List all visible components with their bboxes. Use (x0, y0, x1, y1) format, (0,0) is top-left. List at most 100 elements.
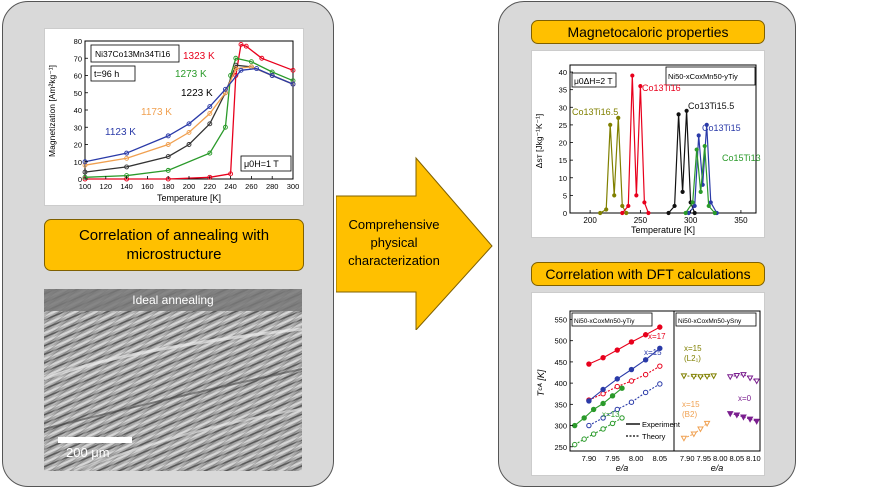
e-point (612, 193, 617, 198)
e-point (608, 122, 613, 128)
d-right-point (726, 374, 734, 381)
d-ylabel: Tᶜᴬ [K] (536, 369, 546, 396)
e-ytick-label: 40 (559, 68, 567, 77)
d-ytick-label: 350 (554, 400, 567, 409)
d-left-point (581, 415, 587, 421)
d-left-point (600, 426, 606, 432)
d-xlabel-left: e/a (616, 463, 629, 473)
m-ytick-label: 0 (78, 175, 82, 184)
d-right-line-1 (683, 423, 708, 439)
d-right-line-2 (730, 374, 757, 382)
m-point (207, 150, 213, 156)
e-point (683, 210, 688, 216)
d-left-point (609, 420, 616, 427)
d-left-xtick-label: 7.90 (582, 454, 597, 463)
micrograph-caption: Ideal annealing (132, 293, 214, 307)
m-point (290, 78, 296, 84)
d-right-xtick-label: 8.10 (746, 454, 761, 463)
e-point (626, 203, 631, 209)
m-label-1123: 1123 K (105, 127, 136, 138)
m-point (233, 55, 239, 61)
e-xtick-label: 350 (734, 216, 748, 225)
m-point (165, 133, 171, 139)
m-ytick-label: 80 (74, 37, 82, 46)
e-ytick-label: 5 (563, 191, 567, 200)
m-point (186, 121, 192, 127)
d-right-xtick-label: 8.05 (730, 454, 745, 463)
e-point (638, 84, 643, 89)
d-left-point (609, 393, 616, 399)
e-point (692, 203, 697, 209)
m-point (238, 41, 244, 47)
m-xtick-label: 160 (141, 182, 154, 191)
arrow-text: Comprehensive physical characterization (348, 217, 440, 268)
m-point (222, 90, 228, 96)
magnetization-chart: 100 120 140 160 180 200 220 240 260 280 300 0 10 20 3… (44, 28, 304, 206)
e-field: μ0ΔH=2 T (574, 76, 613, 86)
e-ylabel: Δsᴛ [Jkg⁻¹K⁻¹] (534, 114, 544, 168)
d-right-l21: (L2₁) (684, 354, 701, 363)
d-left-point (628, 399, 635, 405)
d-right-x15-top: x=15 (684, 344, 702, 353)
scale-bar-label: 200 μm (66, 445, 110, 460)
m-point (186, 142, 192, 147)
d-left-point (628, 366, 635, 373)
d-right-x15-bottom: x=15 (682, 400, 700, 409)
d-right-comp: Ni50-xCoxMn50-ySny (678, 318, 742, 325)
d-left-point (628, 339, 635, 345)
m-xtick-label: 120 (100, 182, 113, 191)
d-left-point (628, 378, 635, 384)
m-point (269, 69, 275, 75)
d-left-point (572, 441, 578, 448)
d-left-point (586, 398, 592, 404)
e-point (706, 203, 711, 209)
flow-arrow (336, 156, 493, 330)
m-label-1323: 1323 K (183, 51, 215, 62)
d-left-point (600, 400, 606, 407)
d-left-point (642, 371, 649, 378)
e-label-co13ti16: Co13Ti16 (642, 83, 681, 93)
dft-title-text: Correlation with DFT calculations (545, 266, 751, 282)
m-point (124, 155, 130, 161)
m-xtick-label: 240 (224, 182, 237, 191)
scale-bar (58, 437, 132, 443)
m-xtick-label: 260 (245, 182, 258, 191)
e-point (684, 108, 689, 113)
m-point (82, 169, 88, 175)
e-label-co15ti13: Co15Ti13 (722, 153, 761, 163)
m-label-1273: 1273 K (175, 69, 207, 80)
d-left-point (642, 389, 649, 396)
d-right-point (740, 414, 747, 421)
e-point (620, 210, 625, 216)
d-left-point (642, 357, 649, 363)
dft-chart-svg: 7.90 7.95 8.00 8.05 7.90 7.95 8.00 8.05 8.10 250… (536, 310, 761, 473)
e-ytick-label: 10 (559, 174, 567, 183)
annealing-callout: Correlation of annealing with microstruc… (44, 219, 304, 271)
d-right-point (733, 412, 741, 419)
m-xtick-label: 140 (120, 182, 133, 191)
m-point (269, 73, 275, 78)
d-ytick-label: 550 (554, 315, 567, 324)
d-right-point (703, 420, 711, 427)
m-ytick-label: 60 (74, 72, 82, 81)
e-point (692, 210, 697, 216)
d-right-point (753, 378, 761, 385)
magnetization-chart-svg: 100 120 140 160 180 200 220 240 260 280 300 0 10 20 3… (47, 37, 299, 203)
m-point (124, 150, 130, 156)
d-left-point (657, 345, 663, 352)
d-right-xtick-label: 7.95 (696, 454, 711, 463)
d-ytick-label: 300 (554, 422, 567, 431)
m-point (290, 81, 296, 87)
d-right-point (690, 373, 698, 380)
e-xtick-label: 250 (634, 216, 648, 225)
d-right-point (690, 431, 698, 438)
d-left-point (600, 354, 606, 361)
d-left-point (619, 415, 625, 421)
d-right-point (753, 418, 761, 425)
m-point (165, 142, 171, 147)
d-legend-theory: Theory (642, 432, 666, 441)
e-point (672, 203, 677, 209)
d-xlabel-right: e/a (711, 463, 724, 473)
d-left-point (600, 386, 606, 393)
e-ytick-label: 0 (563, 209, 567, 218)
